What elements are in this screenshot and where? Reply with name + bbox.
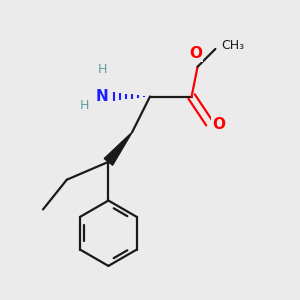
Text: O: O — [190, 46, 202, 61]
Text: H: H — [98, 63, 107, 76]
Text: H: H — [80, 99, 89, 112]
Text: CH₃: CH₃ — [221, 40, 244, 52]
Polygon shape — [104, 132, 132, 165]
Text: N: N — [96, 89, 109, 104]
Text: O: O — [212, 117, 225, 132]
